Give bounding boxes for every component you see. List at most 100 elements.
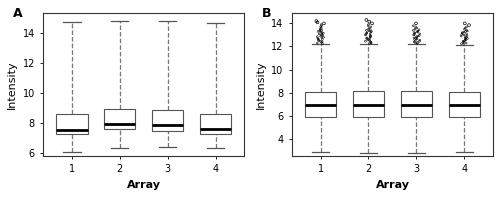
Point (410, 33, 418, 36)
Point (412, 41, 420, 45)
Bar (353, 91, 384, 117)
Point (314, 21, 322, 24)
Point (362, 32, 370, 35)
Point (314, 37, 322, 41)
Point (416, 34, 424, 37)
Point (414, 31, 422, 34)
Y-axis label: Intensity: Intensity (7, 60, 17, 109)
Point (316, 40, 324, 43)
Point (414, 29, 422, 33)
Point (362, 37, 370, 40)
Point (410, 36, 418, 39)
Point (462, 32, 470, 35)
Point (318, 38, 326, 41)
Point (461, 36, 469, 39)
Point (318, 36, 326, 39)
Point (314, 39, 322, 42)
Bar (305, 92, 336, 117)
Point (462, 29, 470, 32)
Point (458, 33, 466, 36)
Point (412, 39, 420, 42)
Point (318, 33, 326, 36)
Point (365, 29, 373, 33)
Point (462, 35, 469, 38)
Point (315, 32, 323, 35)
Point (460, 28, 468, 31)
Point (414, 42, 422, 45)
Point (316, 28, 324, 31)
Point (465, 24, 473, 27)
Point (316, 25, 324, 28)
Point (463, 34, 471, 37)
Point (362, 18, 370, 21)
Point (320, 32, 328, 35)
Point (367, 41, 375, 44)
Point (458, 31, 466, 34)
Bar (56, 114, 88, 134)
Point (457, 34, 465, 38)
Y-axis label: Intensity: Intensity (256, 60, 266, 109)
Point (317, 23, 325, 26)
Point (413, 26, 421, 30)
Point (461, 22, 469, 25)
Point (412, 25, 420, 28)
Point (363, 31, 371, 34)
Point (410, 31, 418, 34)
Point (462, 38, 470, 41)
Point (410, 33, 418, 36)
Point (366, 26, 374, 30)
Point (318, 26, 326, 30)
Point (459, 40, 467, 43)
Point (367, 41, 375, 45)
Point (461, 26, 469, 30)
Point (364, 38, 372, 41)
Point (314, 41, 322, 45)
Point (458, 32, 466, 35)
Point (413, 37, 421, 41)
Point (464, 29, 471, 33)
Point (416, 39, 424, 42)
Point (320, 36, 328, 39)
Point (410, 38, 418, 41)
Point (318, 41, 326, 44)
Point (366, 40, 374, 44)
Point (314, 37, 322, 40)
Point (316, 28, 324, 31)
Bar (104, 110, 136, 129)
Point (368, 30, 376, 33)
Bar (200, 114, 232, 134)
Point (320, 22, 328, 25)
Text: A: A (13, 7, 22, 20)
Point (367, 34, 375, 38)
Point (416, 40, 424, 43)
X-axis label: Array: Array (376, 180, 410, 190)
Point (363, 36, 371, 39)
Point (318, 29, 326, 32)
Point (462, 37, 469, 41)
Point (414, 41, 422, 44)
Point (362, 33, 370, 36)
Point (458, 42, 466, 45)
Point (460, 40, 468, 44)
Point (318, 40, 326, 44)
Bar (152, 110, 184, 131)
Point (316, 34, 324, 38)
Point (366, 39, 374, 42)
Point (366, 20, 374, 23)
Point (412, 22, 420, 25)
Point (414, 30, 422, 33)
Point (410, 32, 418, 35)
Point (318, 34, 326, 37)
X-axis label: Array: Array (127, 180, 161, 190)
Point (318, 31, 326, 34)
Point (318, 33, 326, 36)
Point (460, 33, 468, 36)
Point (366, 37, 374, 41)
Point (367, 31, 375, 34)
Point (459, 41, 467, 44)
Point (366, 28, 374, 31)
Point (312, 20, 320, 23)
Point (462, 41, 470, 45)
Point (414, 34, 422, 38)
Point (412, 36, 420, 39)
